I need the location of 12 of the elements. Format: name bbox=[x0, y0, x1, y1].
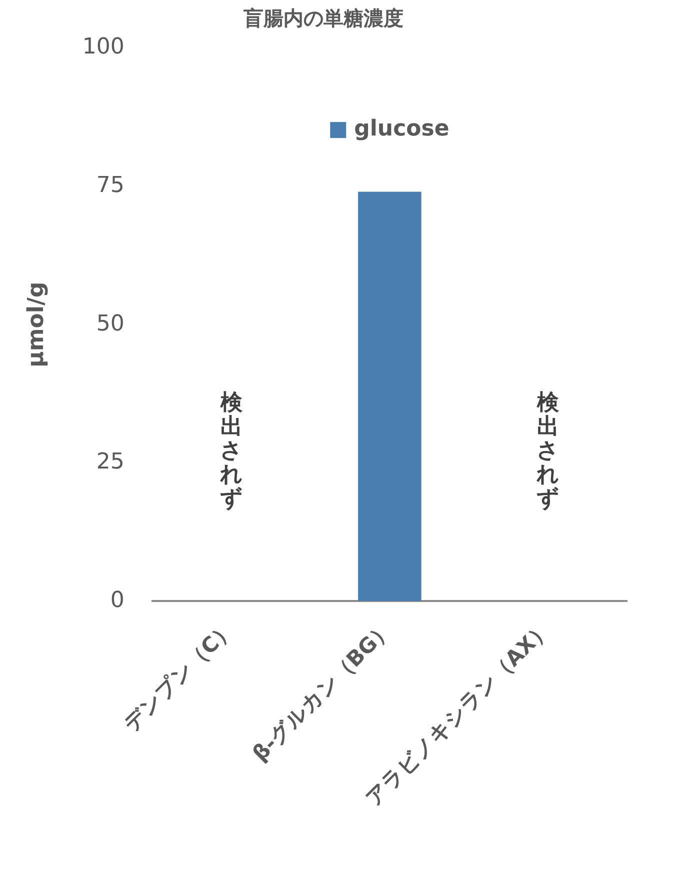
legend-label: glucose bbox=[354, 116, 450, 142]
y-tick-label: 75 bbox=[96, 172, 124, 198]
annotation: 検出されず bbox=[535, 390, 560, 512]
x-tick-label: デンプン（C） bbox=[119, 616, 239, 736]
y-axis-title: μmol/g bbox=[24, 282, 49, 368]
y-tick-label: 100 bbox=[82, 34, 124, 60]
y-tick-label: 50 bbox=[96, 311, 124, 336]
y-tick-label: 0 bbox=[110, 588, 124, 613]
annotation: 検出されず bbox=[218, 390, 244, 512]
x-tick-label: β-グルカン（BG） bbox=[248, 616, 398, 766]
chart-title: 盲腸内の単糖濃度 bbox=[242, 6, 404, 30]
y-tick-label: 25 bbox=[96, 450, 124, 475]
